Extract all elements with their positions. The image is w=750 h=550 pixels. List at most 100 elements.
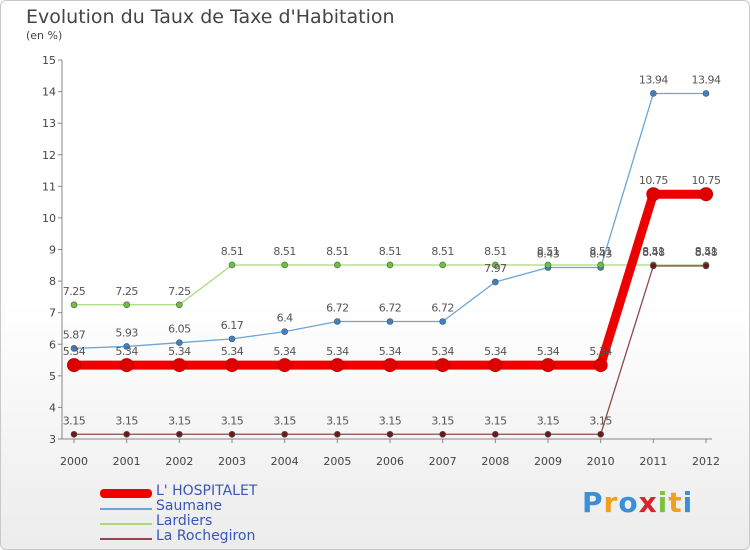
data-point [228, 261, 236, 269]
data-point [646, 187, 661, 202]
data-label: 7.25 [63, 285, 86, 298]
data-point [544, 261, 552, 269]
data-label: 10.75 [639, 174, 668, 187]
data-label: 3.15 [63, 414, 86, 427]
data-point [123, 343, 130, 350]
data-point [439, 318, 446, 325]
data-label: 3.15 [273, 414, 296, 427]
logo-letter: i [682, 486, 694, 519]
data-label: 13.94 [639, 73, 668, 86]
data-label: 3.15 [326, 414, 349, 427]
data-point [597, 430, 604, 438]
data-point [70, 301, 78, 309]
data-point [386, 430, 394, 438]
x-tick-label: 2001 [113, 455, 141, 468]
data-label: 5.34 [326, 345, 349, 358]
data-point [593, 358, 608, 373]
data-point [492, 261, 499, 269]
data-point [172, 358, 187, 373]
data-point [281, 261, 288, 269]
data-label: 3.15 [221, 414, 244, 427]
y-tick-label: 11 [42, 180, 56, 193]
data-point [119, 358, 134, 373]
legend-label: Lardiers [156, 513, 213, 529]
data-label: 3.15 [589, 414, 612, 427]
data-label: 8.51 [589, 245, 612, 258]
data-label: 5.34 [537, 345, 560, 358]
data-label: 5.34 [273, 345, 296, 358]
logo-letter: x [638, 486, 658, 519]
data-point [544, 430, 552, 438]
data-label: 3.15 [168, 414, 191, 427]
data-label: 8.51 [642, 245, 665, 258]
y-tick-label: 8 [49, 275, 56, 288]
chart-unit-label: (en %) [26, 29, 63, 42]
data-point [228, 430, 236, 438]
data-label: 6.17 [221, 319, 244, 332]
x-tick-label: 2004 [271, 455, 299, 468]
data-label: 5.34 [431, 345, 454, 358]
y-tick-label: 12 [42, 149, 56, 162]
data-point [386, 261, 394, 269]
data-label: 7.25 [168, 285, 191, 298]
data-point [334, 430, 341, 438]
data-point [650, 90, 657, 97]
y-tick-label: 10 [42, 212, 56, 225]
data-label: 5.34 [589, 345, 612, 358]
data-point [439, 430, 446, 438]
data-point [176, 339, 183, 346]
data-label: 8.43 [537, 248, 560, 261]
logo-letter: P [582, 486, 604, 519]
data-label: 8.51 [326, 245, 349, 258]
data-label: 6.72 [326, 302, 349, 315]
x-tick-label: 2008 [481, 455, 509, 468]
data-label: 8.48 [695, 246, 718, 259]
data-label: 3.15 [431, 414, 454, 427]
data-label: 8.51 [695, 245, 718, 258]
line-chart: 3 4 5 6 7 8 9 10 11 12 13 14 15 2000 2001 2002 2003 2004 2… [42, 54, 721, 468]
x-tick-label: 2009 [534, 455, 562, 468]
legend-label: Saumane [156, 498, 223, 514]
y-tick-label: 4 [49, 401, 56, 414]
data-label: 8.51 [221, 245, 244, 258]
x-tick-label: 2005 [323, 455, 351, 468]
data-point [123, 430, 130, 438]
data-label: 6.72 [431, 302, 454, 315]
data-point [386, 318, 394, 325]
logo-letter: i [657, 486, 669, 519]
data-label: 3.15 [484, 414, 507, 427]
logo-letter: o [618, 486, 639, 519]
data-point [277, 358, 292, 373]
data-point [225, 358, 239, 373]
x-tick-label: 2000 [60, 455, 88, 468]
x-tick-label: 2011 [639, 455, 667, 468]
data-label: 7.97 [484, 262, 507, 275]
data-point [330, 358, 345, 373]
data-label: 8.48 [642, 246, 665, 259]
data-point [702, 90, 710, 97]
y-tick-label: 15 [42, 54, 56, 67]
data-label: 5.87 [63, 328, 86, 341]
data-point [492, 278, 499, 286]
y-tick-label: 5 [49, 370, 56, 383]
data-label: 8.51 [537, 245, 560, 258]
x-tick-label: 2010 [587, 455, 615, 468]
data-point [70, 430, 78, 438]
data-point [70, 345, 78, 352]
data-label: 5.34 [221, 345, 244, 358]
y-tick-label: 6 [49, 338, 56, 351]
data-label: 5.34 [168, 345, 191, 358]
data-point [492, 430, 499, 438]
logo-letter: t [668, 486, 683, 519]
data-point [334, 261, 341, 269]
x-tick-label: 2002 [165, 455, 193, 468]
y-tick-label: 13 [42, 117, 56, 130]
data-point [228, 335, 236, 343]
data-label: 5.34 [484, 345, 507, 358]
x-tick-label: 2006 [376, 455, 404, 468]
y-tick-label: 7 [49, 307, 56, 320]
data-label: 5.34 [63, 345, 86, 358]
data-point [439, 261, 446, 269]
data-label: 3.15 [115, 414, 138, 427]
data-point [541, 358, 555, 373]
